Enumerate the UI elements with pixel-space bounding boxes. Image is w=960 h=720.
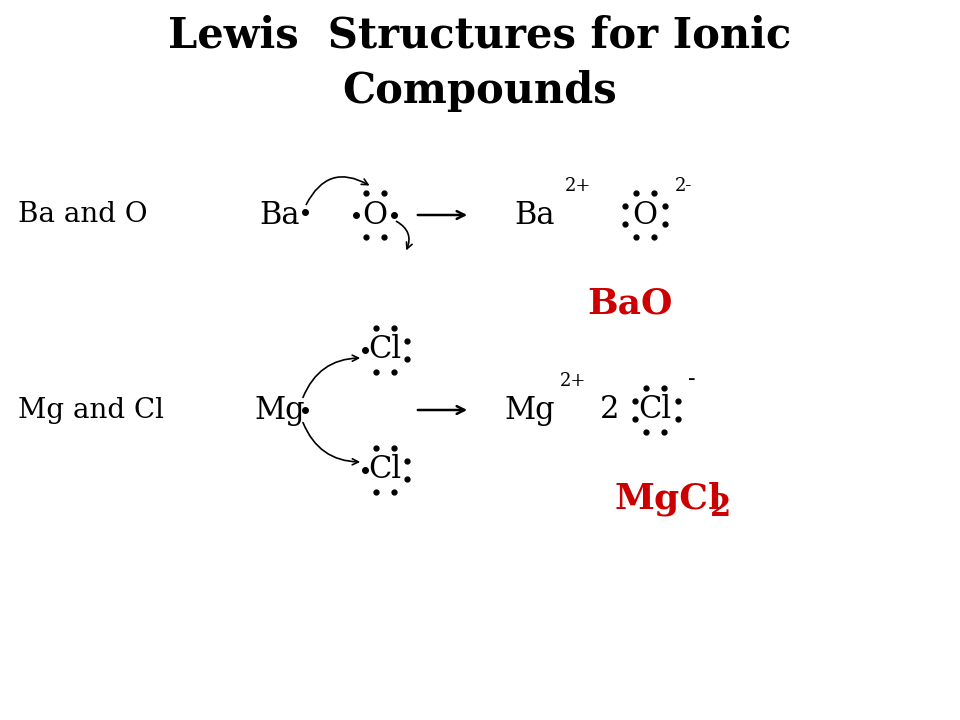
Text: Mg and Cl: Mg and Cl <box>18 397 164 423</box>
Text: Ba: Ba <box>515 199 555 230</box>
Text: Mg: Mg <box>505 395 555 426</box>
Text: Cl: Cl <box>638 395 672 426</box>
Text: 2: 2 <box>600 395 620 426</box>
Text: Ba: Ba <box>260 199 300 230</box>
Text: 2+: 2+ <box>565 177 591 195</box>
Text: 2-: 2- <box>675 177 692 195</box>
Text: Cl: Cl <box>369 335 401 366</box>
Text: Cl: Cl <box>369 454 401 485</box>
Text: Lewis  Structures for Ionic: Lewis Structures for Ionic <box>168 15 792 57</box>
Text: 2: 2 <box>710 492 732 523</box>
Text: -: - <box>688 368 696 390</box>
Text: Mg: Mg <box>254 395 305 426</box>
Text: O: O <box>363 199 388 230</box>
FancyArrowPatch shape <box>303 355 358 397</box>
Text: O: O <box>633 199 658 230</box>
FancyArrowPatch shape <box>396 221 412 249</box>
FancyArrowPatch shape <box>306 177 368 204</box>
Text: 2+: 2+ <box>560 372 587 390</box>
Text: BaO: BaO <box>588 287 673 321</box>
Text: Ba and O: Ba and O <box>18 202 148 228</box>
Text: MgCl: MgCl <box>615 482 723 516</box>
FancyArrowPatch shape <box>303 423 358 465</box>
Text: Compounds: Compounds <box>343 70 617 112</box>
